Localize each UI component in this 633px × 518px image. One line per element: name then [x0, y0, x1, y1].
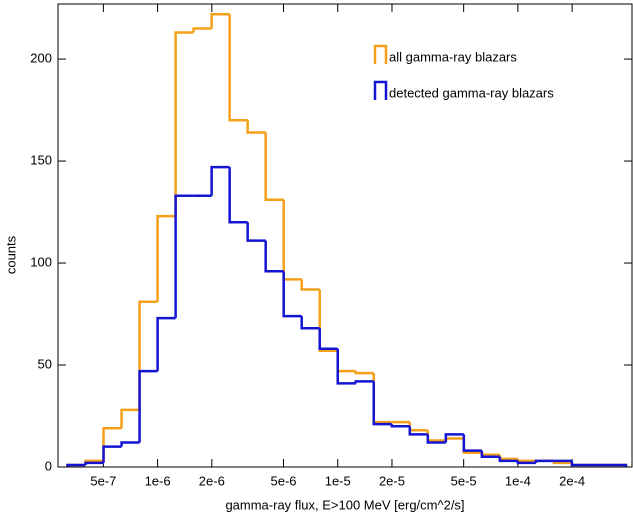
histogram-step [408, 426, 428, 436]
histogram-step [210, 12, 230, 29]
histogram-step [516, 460, 536, 465]
histogram-step [372, 373, 392, 424]
x-tick-label: 5e-5 [451, 473, 477, 488]
histogram-step [480, 450, 500, 459]
histogram-step [120, 408, 140, 429]
histogram-step [372, 381, 392, 426]
histogram-step [444, 437, 464, 441]
plot-frame [57, 3, 633, 468]
histogram-step [300, 316, 320, 330]
histogram-step [390, 424, 410, 428]
histogram-step [246, 120, 266, 134]
histogram-step [444, 433, 464, 443]
histogram-step [282, 199, 302, 281]
histogram-step [156, 214, 176, 302]
x-tick-label: 5e-7 [90, 473, 116, 488]
histogram-step [336, 348, 356, 385]
y-tick-label: 50 [38, 356, 52, 371]
histogram-step [174, 31, 194, 217]
histogram-step [516, 458, 536, 463]
y-tick-label: 200 [30, 51, 52, 66]
x-tick-label: 5e-6 [270, 473, 296, 488]
histogram-step [138, 369, 158, 443]
histogram-step [534, 459, 554, 463]
histogram-step [354, 380, 374, 384]
histogram-step [120, 441, 140, 447]
histogram-step [138, 300, 158, 410]
legend-label: detected gamma-ray blazars [389, 85, 554, 100]
histogram-step [607, 463, 628, 467]
y-axis-label: counts [3, 235, 18, 274]
histogram-step [174, 194, 194, 319]
histogram-step [156, 316, 176, 372]
histogram-step [282, 271, 302, 318]
histogram-step [102, 445, 122, 463]
y-tick-label: 100 [30, 254, 52, 269]
x-tick-label: 1e-4 [505, 473, 531, 488]
histogram-step [354, 371, 374, 375]
histogram-step [426, 434, 446, 444]
x-axis-label: gamma-ray flux, E>100 MeV [erg/cm^2/s] [225, 497, 464, 512]
x-tick-label: 1e-5 [325, 473, 351, 488]
histogram-step [84, 461, 104, 465]
x-tick-label: 2e-4 [559, 473, 585, 488]
histogram-step [264, 132, 284, 202]
histogram-step [318, 289, 338, 352]
histogram-step [408, 422, 428, 432]
y-tick-label: 150 [30, 152, 52, 167]
histogram-step [264, 240, 284, 273]
histogram-step [66, 463, 86, 467]
histogram-step [210, 165, 230, 196]
histogram-step [102, 426, 122, 461]
histogram-step [300, 279, 320, 291]
histogram-step [246, 222, 266, 242]
histogram-step [498, 454, 518, 461]
histogram-step [426, 430, 446, 442]
histogram-step [192, 27, 212, 33]
histogram-step [336, 350, 356, 373]
x-tick-label: 2e-6 [199, 473, 225, 488]
y-tick-label: 0 [45, 458, 52, 473]
histogram-step [498, 456, 518, 463]
histogram-step [480, 452, 500, 457]
histogram-step [462, 434, 482, 452]
x-tick-label: 1e-6 [145, 473, 171, 488]
legend-symbol [373, 44, 388, 64]
legend-label: all gamma-ray blazars [389, 49, 517, 64]
x-tick-label: 2e-5 [379, 473, 405, 488]
histogram-step [318, 328, 338, 350]
histogram-step [228, 14, 248, 122]
histogram-step [228, 167, 248, 224]
legend-symbol [373, 80, 388, 100]
histogram-step [570, 460, 590, 467]
